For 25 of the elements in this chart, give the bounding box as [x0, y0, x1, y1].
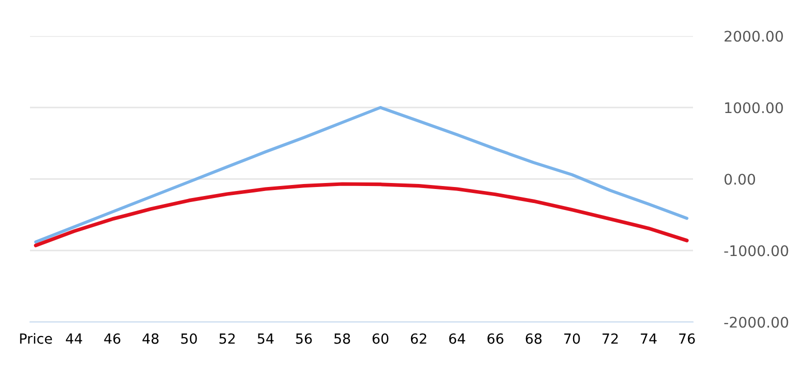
y-tick-label: -1000.00 — [724, 245, 788, 256]
x-tick-label: 44 — [66, 334, 82, 344]
y-tick-label: 1000.00 — [725, 102, 783, 114]
x-tick-label: 54 — [258, 334, 274, 344]
x-tick-label: 74 — [640, 334, 657, 344]
x-tick-label: 50 — [181, 333, 197, 344]
x-tick-label: 62 — [410, 333, 426, 344]
x-tick-label: 60 — [372, 333, 388, 344]
x-tick-label: 68 — [526, 333, 542, 344]
y-tick-label: -2000.00 — [724, 316, 788, 328]
x-tick-label: 48 — [142, 333, 159, 344]
x-tick-label: Price — [20, 333, 52, 344]
x-tick-label: 52 — [219, 333, 235, 344]
y-tick-label: 0.00 — [724, 174, 756, 185]
x-tick-label: 64 — [449, 333, 466, 344]
y-tick-label: 2000.00 — [724, 30, 783, 42]
x-tick-label: 56 — [296, 333, 312, 344]
x-tick-label: 46 — [104, 333, 120, 344]
x-tick-label: 66 — [487, 333, 504, 344]
line-series — [34, 106, 688, 244]
x-tick-label: 72 — [602, 333, 618, 344]
x-tick-label: 70 — [564, 333, 580, 344]
x-tick-label: 76 — [679, 333, 695, 344]
line-series — [34, 182, 689, 248]
x-tick-label: 58 — [334, 333, 350, 344]
